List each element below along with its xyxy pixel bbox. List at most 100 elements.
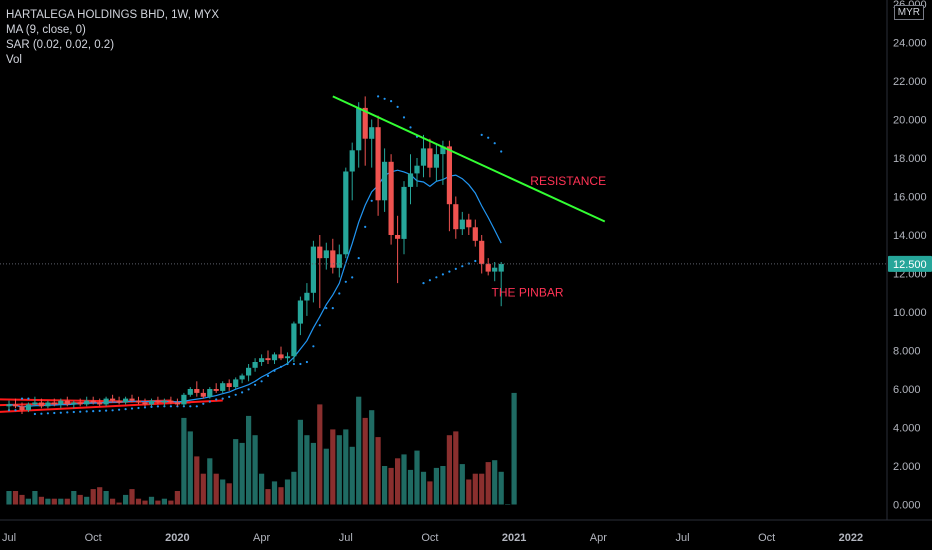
candle-body [369, 127, 375, 139]
candle[interactable] [12, 398, 19, 409]
candle-body [446, 146, 452, 205]
candle[interactable] [459, 211, 465, 235]
candle[interactable] [336, 244, 342, 278]
candle[interactable] [291, 321, 297, 362]
legend-ma[interactable]: MA (9, close, 0) [6, 24, 86, 36]
candle[interactable] [414, 158, 420, 187]
candle[interactable] [265, 350, 271, 365]
candle[interactable] [356, 102, 362, 168]
sar-dot [370, 199, 373, 202]
candle[interactable] [187, 387, 193, 397]
sar-dot [279, 365, 283, 368]
candle[interactable] [174, 398, 180, 407]
candle[interactable] [77, 398, 83, 407]
candle[interactable] [427, 138, 433, 178]
candle[interactable] [142, 398, 148, 407]
candle[interactable] [310, 240, 316, 303]
candle[interactable] [498, 262, 504, 307]
candle[interactable] [155, 396, 161, 405]
candle[interactable] [58, 398, 64, 409]
sar-dot [331, 307, 334, 310]
sar-dot [422, 282, 425, 285]
candle[interactable] [6, 400, 12, 411]
candle[interactable] [220, 381, 226, 393]
time-axis[interactable]: Jul Oct 2020 Apr Jul Oct 2021 Apr Jul Oct 2022 [2, 532, 863, 544]
candle[interactable] [317, 235, 323, 309]
candle[interactable] [362, 96, 368, 166]
candle[interactable] [284, 352, 291, 364]
sar-dot [266, 374, 270, 377]
candle[interactable] [278, 346, 284, 361]
candle[interactable] [19, 402, 25, 415]
candle[interactable] [375, 115, 381, 216]
candle[interactable] [433, 144, 439, 182]
candle[interactable] [168, 396, 174, 405]
candle[interactable] [97, 398, 103, 407]
candle[interactable] [369, 119, 375, 168]
currency-badge[interactable]: MYR [893, 5, 924, 20]
candle[interactable] [395, 215, 401, 284]
candle-body [19, 406, 25, 411]
candle[interactable] [64, 396, 70, 407]
candle[interactable] [148, 398, 155, 407]
candle[interactable] [110, 394, 116, 403]
candle[interactable] [103, 396, 109, 407]
candle[interactable] [304, 283, 310, 316]
candle[interactable] [129, 394, 135, 403]
candle[interactable] [252, 358, 258, 372]
legend-symbol[interactable]: HARTALEGA HOLDINGS BHD, 1W, MYX [6, 9, 220, 21]
candle[interactable] [492, 262, 498, 282]
candle[interactable] [200, 389, 206, 399]
volume-bar [284, 479, 291, 505]
candle[interactable] [407, 154, 414, 205]
candle[interactable] [84, 396, 90, 407]
legend-sar[interactable]: SAR (0.02, 0.02, 0.2) [6, 39, 115, 51]
candle[interactable] [388, 154, 394, 245]
candle-body [116, 400, 122, 403]
candle[interactable] [453, 196, 459, 239]
candle[interactable] [71, 400, 77, 409]
price-tick-label: 4.000 [893, 423, 921, 435]
candle[interactable] [446, 140, 452, 232]
volume-bar [446, 435, 452, 505]
legend-vol[interactable]: Vol [6, 54, 22, 66]
candle[interactable] [32, 396, 38, 407]
candle[interactable] [181, 392, 187, 407]
candle[interactable] [349, 142, 355, 201]
candle[interactable] [472, 219, 478, 247]
candle[interactable] [330, 238, 336, 274]
candle[interactable] [323, 242, 329, 270]
candle[interactable] [25, 402, 31, 413]
candle[interactable] [38, 398, 44, 409]
candles[interactable] [6, 96, 504, 415]
candle[interactable] [382, 148, 388, 212]
candle[interactable] [466, 213, 472, 235]
candle[interactable] [226, 379, 232, 391]
volume-bar [395, 458, 401, 505]
candle[interactable] [297, 296, 303, 336]
candle[interactable] [233, 377, 239, 389]
candle[interactable] [401, 181, 407, 255]
candle[interactable] [51, 398, 57, 407]
candle[interactable] [343, 167, 349, 259]
candle-body [479, 240, 485, 264]
candle[interactable] [213, 383, 219, 393]
candle[interactable] [479, 235, 485, 274]
candle[interactable] [420, 134, 427, 178]
candle[interactable] [207, 387, 213, 399]
candle[interactable] [246, 364, 252, 382]
candle-body [330, 250, 336, 268]
candle[interactable] [194, 381, 200, 397]
candle[interactable] [271, 352, 278, 364]
candle[interactable] [259, 354, 265, 366]
candle[interactable] [116, 396, 122, 405]
candle[interactable] [135, 396, 142, 405]
candle[interactable] [239, 373, 245, 384]
candle[interactable] [161, 398, 167, 407]
candle[interactable] [90, 396, 96, 405]
volume-bar [401, 454, 407, 505]
candle[interactable] [485, 258, 491, 276]
candle[interactable] [45, 400, 51, 409]
candle[interactable] [123, 396, 129, 405]
